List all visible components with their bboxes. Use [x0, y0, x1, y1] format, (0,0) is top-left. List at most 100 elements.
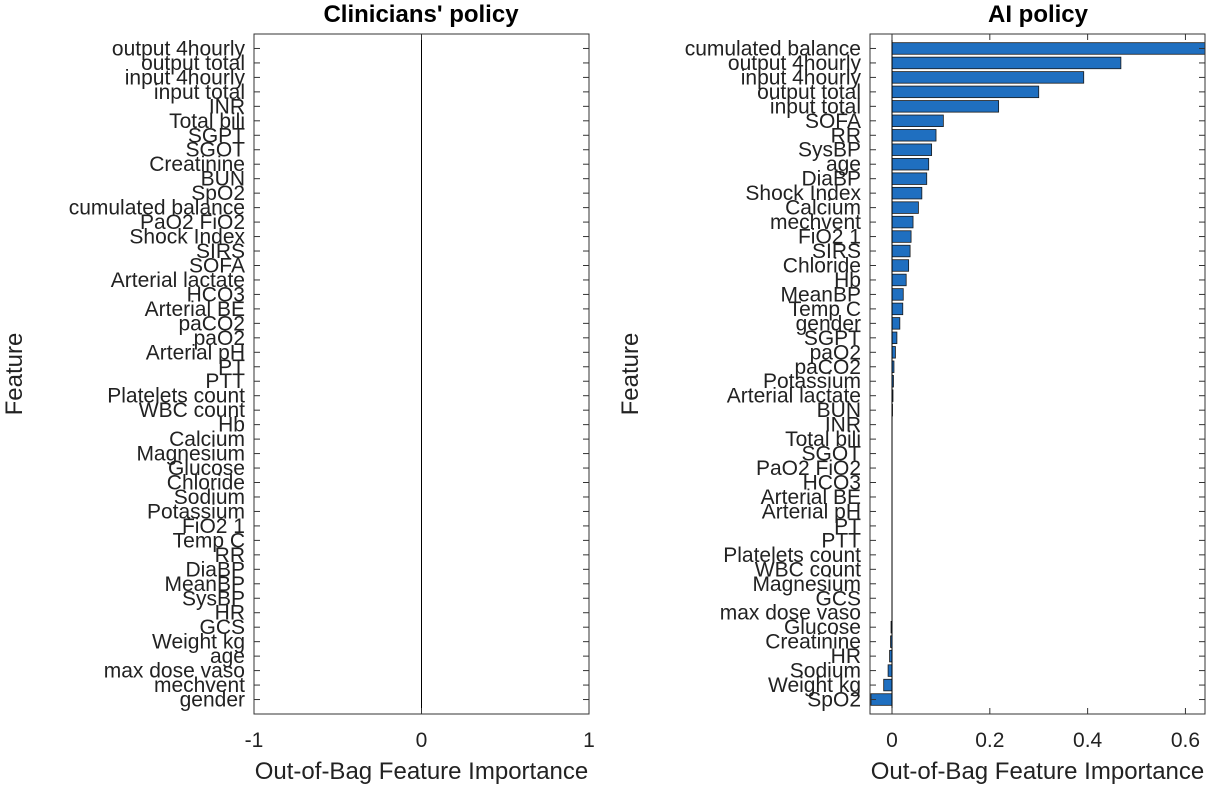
category-label: HCO3	[187, 283, 245, 306]
category-label: SIRS	[812, 240, 861, 263]
bar-21	[891, 331, 898, 345]
category-label: Temp C	[173, 529, 245, 552]
category-label: Weight kg	[152, 631, 245, 654]
category-label: RR	[215, 544, 245, 567]
category-label: input 4hourly	[741, 66, 862, 89]
category-label: MeanBP	[164, 573, 245, 596]
bar-19	[891, 302, 904, 316]
x-tick-label: 0	[886, 729, 898, 752]
category-label: Total bili	[169, 110, 245, 133]
category-label: input total	[770, 95, 861, 118]
bar-20	[891, 317, 901, 330]
category-label: SysBP	[182, 587, 245, 610]
category-label: Sodium	[790, 660, 861, 683]
category-label: BUN	[201, 168, 245, 191]
category-label: Arterial pH	[762, 500, 861, 523]
category-label: Temp C	[789, 298, 861, 321]
x-tick-label: 0.6	[1171, 729, 1200, 752]
category-label: MeanBP	[780, 283, 861, 306]
category-label: HR	[215, 602, 245, 625]
category-label: FiO2 1	[182, 515, 245, 538]
category-label: WBC count	[755, 558, 861, 581]
y-axis-label: Feature	[1, 333, 28, 416]
category-label: Hb	[834, 269, 861, 292]
category-label: paO2	[194, 327, 245, 350]
bar-6	[891, 114, 944, 127]
bar-4	[891, 85, 1040, 99]
bar-22	[891, 346, 896, 359]
bar-8	[891, 143, 933, 156]
bar-7	[891, 129, 937, 142]
bar-14	[891, 230, 912, 243]
x-tick-label: 1	[583, 729, 595, 752]
category-label: SGOT	[801, 443, 861, 466]
category-label: Shock Index	[129, 226, 245, 249]
category-label: SysBP	[798, 139, 861, 162]
category-label: Arterial pH	[146, 341, 245, 364]
category-label: DiaBP	[185, 558, 245, 581]
category-label: SGPT	[188, 124, 245, 147]
category-label: Creatinine	[765, 631, 861, 654]
category-label: mechvent	[770, 211, 861, 234]
category-label: HCO3	[803, 472, 861, 495]
category-label: Potassium	[763, 370, 861, 393]
category-label: age	[826, 153, 861, 176]
category-label: GCS	[815, 587, 861, 610]
category-label: Magnesium	[752, 573, 861, 596]
bar-3	[891, 71, 1085, 84]
bar-5	[891, 100, 1000, 113]
category-label: SGOT	[185, 139, 245, 162]
bar-15	[891, 244, 911, 258]
bar-2	[891, 56, 1122, 70]
chart-title: Clinicians' policy	[323, 1, 519, 28]
category-label: Glucose	[168, 457, 245, 480]
category-label: max dose vaso	[720, 602, 861, 625]
category-label: max dose vaso	[104, 660, 245, 683]
category-label: Arterial BE	[761, 486, 861, 509]
category-label: gender	[180, 689, 245, 712]
category-label: INR	[825, 414, 861, 437]
category-label: paCO2	[178, 312, 245, 335]
category-label: WBC count	[139, 399, 245, 422]
category-label: DiaBP	[801, 168, 861, 191]
x-tick-label: 0	[416, 729, 428, 752]
category-label: gender	[796, 312, 861, 335]
category-label: Glucose	[784, 616, 861, 639]
plot-area-frame	[869, 33, 1206, 715]
category-label: cumulated balance	[685, 37, 861, 60]
category-label: output total	[757, 81, 861, 104]
category-label: SIRS	[196, 240, 245, 263]
x-axis-label: Out-of-Bag Feature Importance	[871, 758, 1205, 785]
category-label: output 4hourly	[728, 52, 862, 75]
category-label: output total	[141, 52, 245, 75]
category-label: paCO2	[794, 356, 861, 379]
category-label: GCS	[199, 616, 245, 639]
category-label: cumulated balance	[69, 197, 245, 220]
bar-13	[891, 215, 914, 229]
category-label: Platelets count	[723, 544, 861, 567]
category-label: Arterial BE	[145, 298, 245, 321]
category-label: PaO2 FiO2	[756, 457, 861, 480]
category-label: Arterial lactate	[727, 385, 861, 408]
bar-45	[883, 678, 893, 692]
category-label: Platelets count	[107, 385, 245, 408]
x-tick-label: -1	[245, 729, 264, 752]
bar-18	[891, 288, 904, 301]
category-label: Creatinine	[149, 153, 245, 176]
category-label: Potassium	[147, 500, 245, 523]
category-label: Total bili	[785, 428, 861, 451]
category-label: INR	[209, 95, 245, 118]
bar-11	[891, 186, 923, 200]
category-label: Calcium	[169, 428, 245, 451]
category-label: Shock Index	[745, 182, 861, 205]
category-label: mechvent	[154, 674, 245, 697]
y-axis-label: Feature	[617, 333, 644, 416]
category-label: Chloride	[167, 472, 245, 495]
bar-9	[891, 158, 930, 171]
category-label: input total	[154, 81, 245, 104]
category-label: paO2	[810, 341, 861, 364]
category-label: Arterial lactate	[111, 269, 245, 292]
bar-10	[891, 172, 928, 185]
